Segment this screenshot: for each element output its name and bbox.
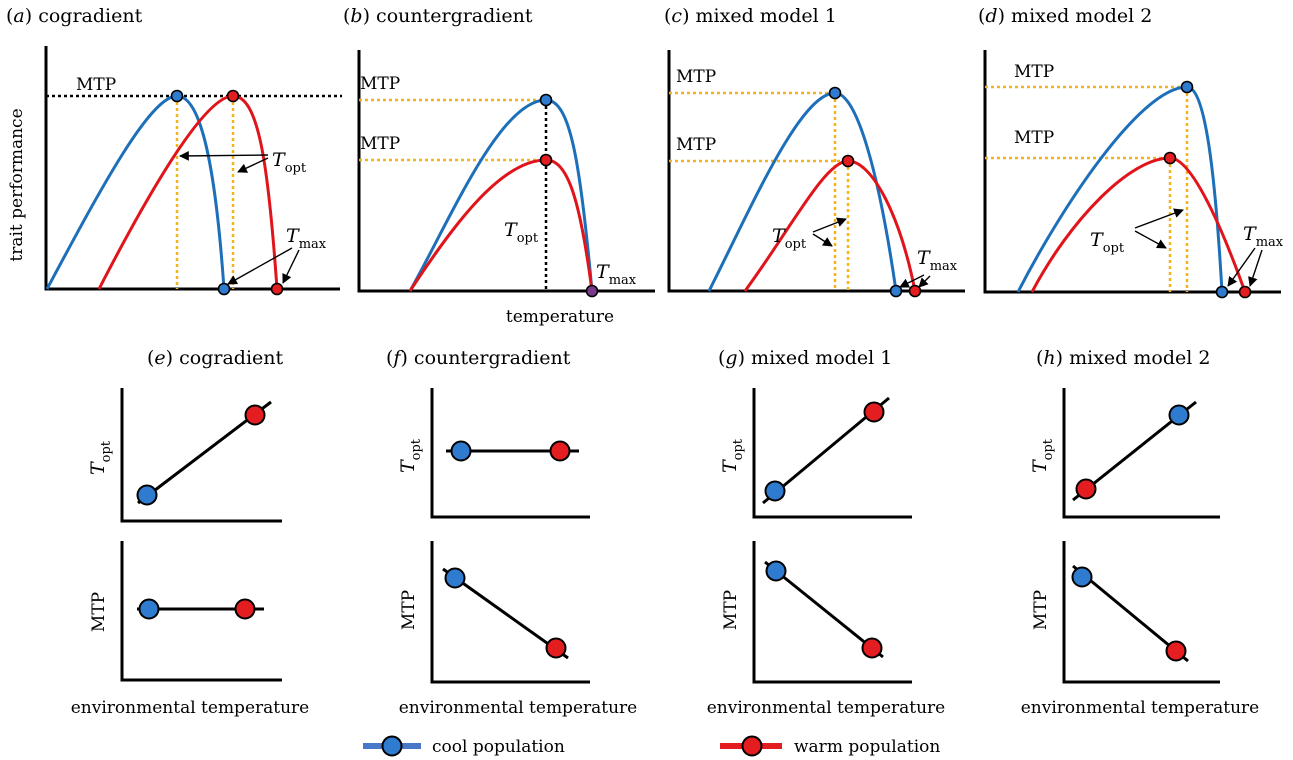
legend-warm-label: warm population xyxy=(794,737,940,757)
panel-e: Topt MTP environmental temperature xyxy=(71,388,309,718)
legend-cool-marker xyxy=(381,735,403,757)
panel-b-topt-label: Topt xyxy=(504,219,539,246)
panel-d-cool-peak xyxy=(1180,80,1194,94)
panel-e-topt-ylabel: Topt xyxy=(87,440,114,475)
panel-b-mtp-label-warm: MTP xyxy=(360,134,400,154)
panel-a-warm-curve xyxy=(97,94,279,290)
panel-e-mtp-cool xyxy=(138,598,160,620)
panel-c-axes xyxy=(667,50,965,293)
panel-d-warm-tmax xyxy=(1238,285,1252,299)
panel-b-shared-tmax xyxy=(585,284,599,298)
panel-b: MTP MTP Topt Tmax xyxy=(357,50,655,298)
panel-a-warm-tmax xyxy=(270,282,284,296)
panel-g-mtp-cool xyxy=(765,560,787,582)
panel-g-topt-cool xyxy=(764,480,786,502)
panel-h-xlabel: environmental temperature xyxy=(1021,698,1259,718)
panel-c-cool-peak xyxy=(828,86,842,100)
panel-f: Topt MTP environmental temperature xyxy=(397,388,637,718)
panel-c-warm-tmax xyxy=(908,284,922,298)
panel-a-title: (a) cogradient xyxy=(6,5,143,27)
panel-e-xlabel: environmental temperature xyxy=(71,698,309,718)
panel-g-mtp-axes xyxy=(752,541,912,684)
panel-h-topt-cool xyxy=(1168,404,1190,426)
panel-b-axes xyxy=(357,50,655,293)
panel-c-cool-tmax xyxy=(889,284,903,298)
panel-f-title: (f) countergradient xyxy=(386,347,571,369)
panel-e-topt-warm xyxy=(244,404,266,426)
panel-d-cool-tmax xyxy=(1215,285,1229,299)
panel-f-mtp-axes xyxy=(430,541,590,684)
panel-b-cool-peak xyxy=(539,93,553,107)
panel-e-title: (e) cogradient xyxy=(147,347,283,369)
panel-g-topt-ylabel: Topt xyxy=(719,438,746,473)
panel-h: Topt MTP environmental temperature xyxy=(1021,388,1259,718)
panel-e-mtp-axes xyxy=(120,541,282,682)
panel-h-topt-ylabel: Topt xyxy=(1029,438,1056,473)
panel-d-warm-peak xyxy=(1163,151,1177,165)
panel-f-mtp-warm xyxy=(545,637,567,659)
panel-h-mtp-cool xyxy=(1071,566,1093,588)
panel-b-title: (b) countergradient xyxy=(343,5,533,27)
panel-h-mtp-axes xyxy=(1062,541,1220,684)
panel-f-mtp-cool xyxy=(444,567,466,589)
panel-f-topt-warm xyxy=(549,440,571,462)
panel-f-mtp-ylabel: MTP xyxy=(399,590,419,630)
panel-c: MTP MTP Topt Tmax xyxy=(667,50,965,298)
panel-c-mtp-label-warm: MTP xyxy=(676,135,716,155)
panel-c-warm-peak xyxy=(841,154,855,168)
panel-a-axes xyxy=(44,46,340,291)
panel-a-cool-peak xyxy=(170,89,184,103)
panel-h-title: (h) mixed model 2 xyxy=(1036,347,1210,369)
panel-a-topt-label: Topt xyxy=(272,149,307,176)
panel-c-mtp-label-cool: MTP xyxy=(676,67,716,87)
y-axis-label: trait performance xyxy=(7,108,27,261)
panel-e-topt-axes xyxy=(120,388,282,523)
legend-warm-marker xyxy=(741,735,763,757)
panel-f-topt-ylabel: Topt xyxy=(397,438,424,473)
legend: cool population warm population xyxy=(363,735,940,757)
panel-g-mtp-line xyxy=(764,560,884,659)
panel-b-warm-curve xyxy=(408,158,594,292)
panel-h-topt-warm xyxy=(1075,478,1097,500)
panel-b-mtp-label-cool: MTP xyxy=(360,74,400,94)
panel-c-topt-label: Topt xyxy=(772,225,807,252)
panel-d: MTP MTP Topt Tmax xyxy=(983,50,1284,299)
panel-d-mtp-label-warm: MTP xyxy=(1014,128,1054,148)
panel-g: Topt MTP environmental temperature xyxy=(707,388,945,718)
panel-d-axes xyxy=(983,50,1281,294)
panel-f-topt-axes xyxy=(430,388,590,519)
panel-g-xlabel: environmental temperature xyxy=(707,698,945,718)
panel-d-mtp-label-cool: MTP xyxy=(1014,62,1054,82)
panel-b-tmax-label: Tmax xyxy=(596,261,637,288)
panel-a-tmax-label: Tmax xyxy=(286,225,327,252)
panel-c-tmax-label: Tmax xyxy=(917,247,958,274)
panel-d-topt-label: Topt xyxy=(1090,229,1125,256)
x-axis-label: temperature xyxy=(506,307,614,327)
panel-f-topt-cool xyxy=(450,440,472,462)
panel-g-title: (g) mixed model 1 xyxy=(718,347,892,369)
panel-h-mtp-ylabel: MTP xyxy=(1031,590,1051,630)
panel-e-topt-cool xyxy=(136,484,158,506)
panel-c-cool-curve xyxy=(707,91,898,292)
panel-b-warm-peak xyxy=(539,153,553,167)
panel-d-tmax-label: Tmax xyxy=(1243,223,1284,250)
panel-a: MTP Topt Tmax xyxy=(44,46,342,296)
panel-g-mtp-warm xyxy=(861,637,883,659)
panel-e-mtp-warm xyxy=(234,598,256,620)
panel-h-mtp-warm xyxy=(1165,640,1187,662)
panel-b-cool-curve xyxy=(408,98,594,292)
panel-e-mtp-ylabel: MTP xyxy=(89,592,109,632)
panel-a-mtp-label: MTP xyxy=(76,75,116,95)
legend-cool-label: cool population xyxy=(432,737,565,757)
panel-a-cool-tmax xyxy=(217,282,231,296)
panel-g-topt-axes xyxy=(752,388,912,519)
panel-c-title: (c) mixed model 1 xyxy=(664,5,837,27)
panel-a-warm-peak xyxy=(226,89,240,103)
panel-g-topt-warm xyxy=(863,401,885,423)
panel-h-topt-axes xyxy=(1062,388,1220,519)
panel-g-mtp-ylabel: MTP xyxy=(721,590,741,630)
panel-f-xlabel: environmental temperature xyxy=(399,698,637,718)
panel-d-title: (d) mixed model 2 xyxy=(978,5,1152,27)
